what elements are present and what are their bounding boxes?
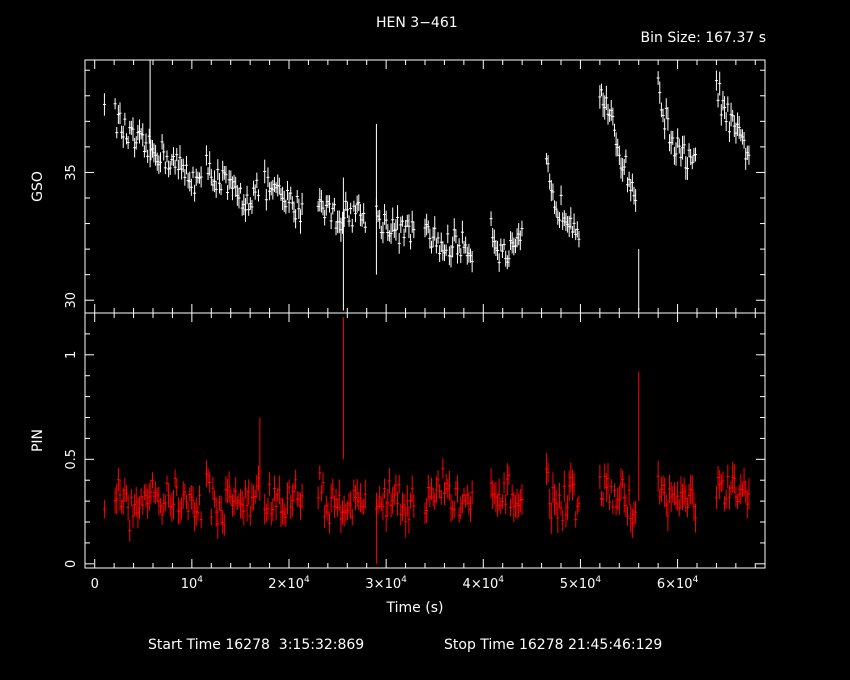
x-tick-label: 6×104 <box>657 575 699 592</box>
gso-axis-label: GSO <box>30 171 46 202</box>
y-tick-label: 0.5 <box>64 449 79 470</box>
y-tick-label: 35 <box>64 164 79 181</box>
gso-series <box>102 60 751 311</box>
x-tick-label: 2×104 <box>268 575 310 592</box>
start-time-label: Start Time 16278 3:15:32:869 <box>148 637 365 653</box>
pin-series <box>102 317 751 564</box>
pin-axis-label: PIN <box>30 429 46 452</box>
bin-size-label: Bin Size: 167.37 s <box>640 30 766 46</box>
x-tick-label: 0 <box>91 577 99 592</box>
gso-panel-frame <box>84 59 766 314</box>
x-tick-label: 3×104 <box>365 575 407 592</box>
stop-time-label: Stop Time 16278 21:45:46:129 <box>444 637 663 653</box>
pin-panel-frame <box>84 312 766 569</box>
x-tick-label: 104 <box>181 575 204 592</box>
chart-title: HEN 3−461 <box>376 15 458 31</box>
x-tick-label: 5×104 <box>560 575 602 592</box>
y-tick-label: 1 <box>64 351 79 359</box>
y-tick-label: 0 <box>64 560 79 568</box>
x-axis-label: Time (s) <box>386 600 444 616</box>
y-tick-label: 30 <box>64 292 79 309</box>
x-tick-label: 4×104 <box>463 575 505 592</box>
